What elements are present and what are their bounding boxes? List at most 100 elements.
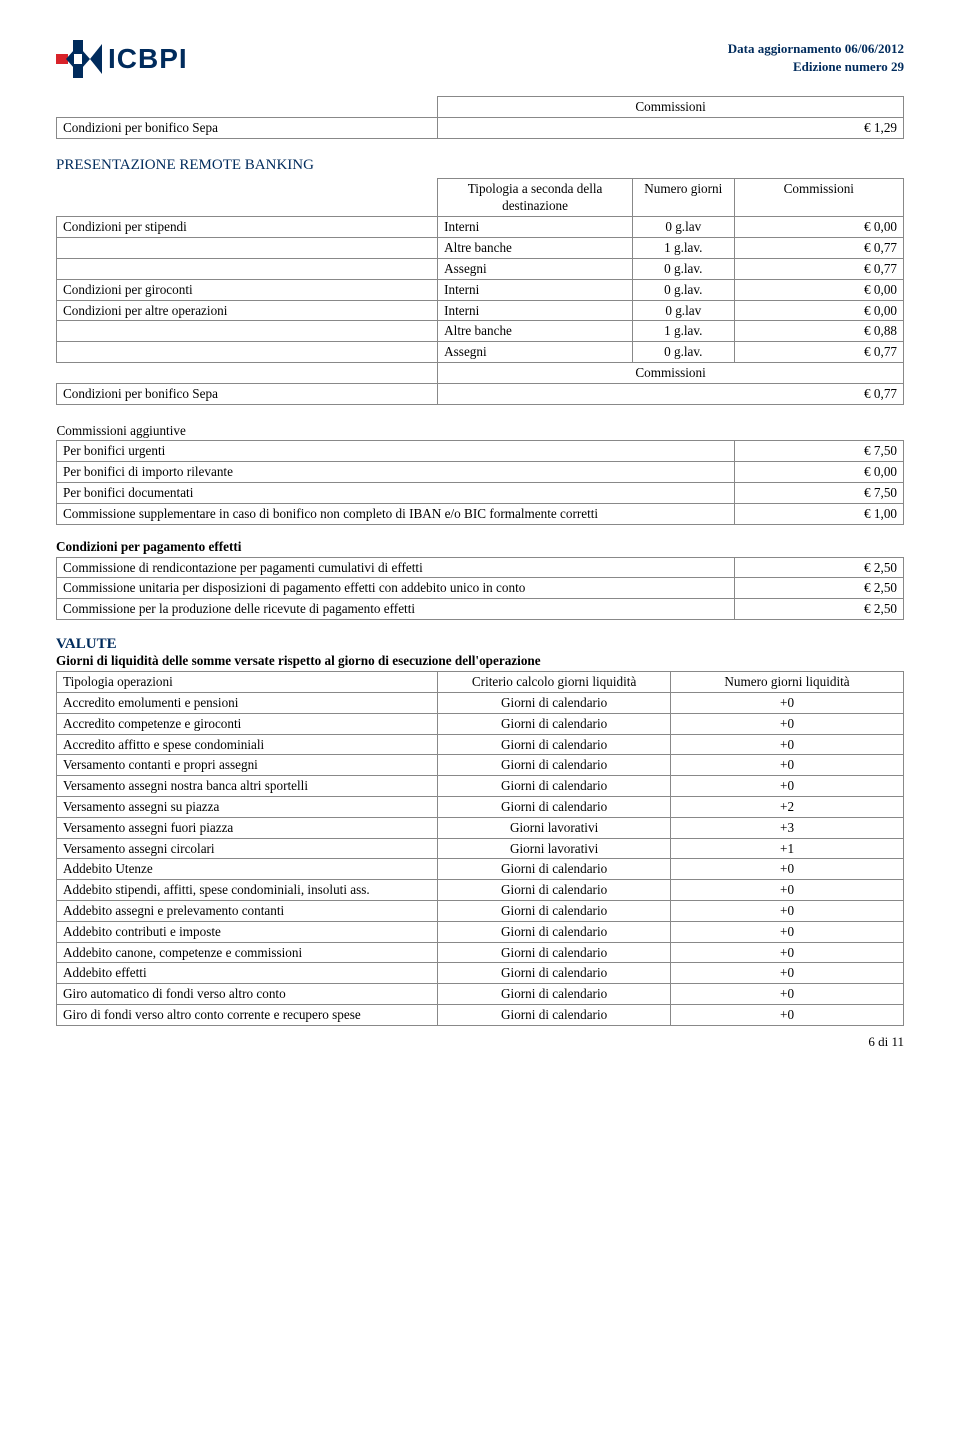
table-row: Per bonifici urgenti € 7,50 [57, 441, 904, 462]
cell: Giorni lavorativi [438, 817, 671, 838]
cell: € 0,77 [734, 238, 903, 259]
cell: +0 [671, 859, 904, 880]
table-row: Commissioni [57, 362, 904, 383]
brand-name: ICBPI [108, 43, 188, 75]
logo-icon [56, 40, 102, 78]
cell: Assegni [438, 342, 633, 363]
cell-header: Commissioni [438, 97, 904, 118]
table-row: Versamento contanti e propri assegniGior… [57, 755, 904, 776]
cell-header: Commissioni [734, 178, 903, 217]
section-title-valute: VALUTE [56, 636, 904, 653]
cell: Giorni lavorativi [438, 838, 671, 859]
cell: € 7,50 [734, 441, 903, 462]
cell: Interni [438, 217, 633, 238]
table-valute: Tipologia operazioni Criterio calcolo gi… [56, 671, 904, 1026]
cell: 0 g.lav [632, 300, 734, 321]
cell: € 7,50 [734, 483, 903, 504]
cell: Per bonifici di importo rilevante [57, 462, 735, 483]
table-row: Addebito contributi e imposteGiorni di c… [57, 921, 904, 942]
cell: Accredito competenze e giroconti [57, 713, 438, 734]
table-row: Per bonifici di importo rilevante € 0,00 [57, 462, 904, 483]
cell-header: Numero giorni [632, 178, 734, 217]
cell: Giorni di calendario [438, 880, 671, 901]
table-row: Addebito UtenzeGiorni di calendario+0 [57, 859, 904, 880]
section-title-pagamento: Condizioni per pagamento effetti [56, 539, 904, 555]
cell: +0 [671, 755, 904, 776]
cell: Condizioni per stipendi [57, 217, 438, 238]
cell: Per bonifici documentati [57, 483, 735, 504]
cell: Addebito assegni e prelevamento contanti [57, 901, 438, 922]
cell: Giorni di calendario [438, 755, 671, 776]
cell: +0 [671, 1005, 904, 1026]
cell: € 2,50 [734, 578, 903, 599]
table-row: Assegni 0 g.lav. € 0,77 [57, 342, 904, 363]
table-row: Tipologia a seconda della destinazione N… [57, 178, 904, 217]
table-row: Commissione unitaria per disposizioni di… [57, 578, 904, 599]
cell: +2 [671, 796, 904, 817]
table-row: Versamento assegni su piazzaGiorni di ca… [57, 796, 904, 817]
cell: Accredito emolumenti e pensioni [57, 692, 438, 713]
cell: +0 [671, 880, 904, 901]
cell: 0 g.lav [632, 217, 734, 238]
cell: € 0,77 [438, 383, 904, 404]
page-number: 6 di 11 [56, 1034, 904, 1050]
cell: Commissione di rendicontazione per pagam… [57, 557, 735, 578]
cell: Condizioni per altre operazioni [57, 300, 438, 321]
cell: Versamento assegni su piazza [57, 796, 438, 817]
valute-subheading: Giorni di liquidità delle somme versate … [56, 653, 904, 669]
cell: Condizioni per bonifico Sepa [57, 117, 438, 138]
cell: 1 g.lav. [632, 238, 734, 259]
table-row: Assegni 0 g.lav. € 0,77 [57, 258, 904, 279]
cell: 0 g.lav. [632, 342, 734, 363]
cell: Interni [438, 300, 633, 321]
cell: € 0,00 [734, 300, 903, 321]
table-row: Accredito affitto e spese condominialiGi… [57, 734, 904, 755]
table-row: Commissioni [57, 97, 904, 118]
cell: Assegni [438, 258, 633, 279]
cell: +0 [671, 692, 904, 713]
cell: +0 [671, 901, 904, 922]
cell-header: Criterio calcolo giorni liquidità [438, 672, 671, 693]
cell: Giorni di calendario [438, 984, 671, 1005]
table-row: Addebito assegni e prelevamento contanti… [57, 901, 904, 922]
cell: € 0,88 [734, 321, 903, 342]
table-row: Versamento assegni fuori piazzaGiorni la… [57, 817, 904, 838]
cell: +0 [671, 942, 904, 963]
section-title-remote: PRESENTAZIONE REMOTE BANKING [56, 157, 904, 174]
cell [57, 342, 438, 363]
cell: +0 [671, 921, 904, 942]
table-sepa-top: Commissioni Condizioni per bonifico Sepa… [56, 96, 904, 139]
cell: Giorni di calendario [438, 713, 671, 734]
cell [57, 258, 438, 279]
table-remote-banking: Tipologia a seconda della destinazione N… [56, 178, 904, 405]
cell: Giro di fondi verso altro conto corrente… [57, 1005, 438, 1026]
table-row: Condizioni per altre operazioni Interni … [57, 300, 904, 321]
cell-header: Numero giorni liquidità [671, 672, 904, 693]
cell: +0 [671, 776, 904, 797]
table-row: Addebito canone, competenze e commission… [57, 942, 904, 963]
cell: Addebito effetti [57, 963, 438, 984]
table-row: Commissione di rendicontazione per pagam… [57, 557, 904, 578]
cell: Addebito contributi e imposte [57, 921, 438, 942]
cell: Per bonifici urgenti [57, 441, 735, 462]
table-row: Accredito emolumenti e pensioniGiorni di… [57, 692, 904, 713]
table-row: Versamento assegni circolariGiorni lavor… [57, 838, 904, 859]
cell: € 0,00 [734, 462, 903, 483]
table-row: Altre banche 1 g.lav. € 0,77 [57, 238, 904, 259]
cell: Addebito Utenze [57, 859, 438, 880]
cell: Versamento assegni circolari [57, 838, 438, 859]
cell: Accredito affitto e spese condominiali [57, 734, 438, 755]
table-row: Addebito effettiGiorni di calendario+0 [57, 963, 904, 984]
table-row: Tipologia operazioni Criterio calcolo gi… [57, 672, 904, 693]
table-row: Altre banche 1 g.lav. € 0,88 [57, 321, 904, 342]
cell: Giorni di calendario [438, 692, 671, 713]
table-row: Commissioni aggiuntive [57, 421, 904, 441]
cell: Addebito canone, competenze e commission… [57, 942, 438, 963]
cell: € 0,77 [734, 258, 903, 279]
cell: Giorni di calendario [438, 963, 671, 984]
cell [57, 178, 438, 217]
cell: +3 [671, 817, 904, 838]
cell: € 0,00 [734, 217, 903, 238]
cell: Giorni di calendario [438, 1005, 671, 1026]
cell: Interni [438, 279, 633, 300]
